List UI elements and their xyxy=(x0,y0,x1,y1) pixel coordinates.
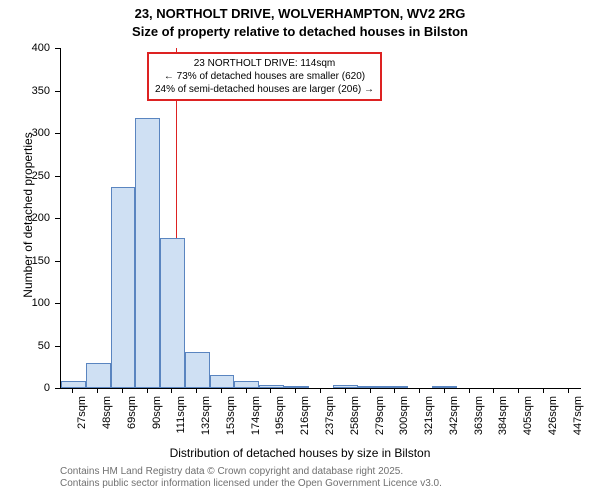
xtick-label: 132sqm xyxy=(200,396,212,435)
ytick-label: 0 xyxy=(0,382,50,394)
xtick-label: 111sqm xyxy=(175,396,187,434)
xtick-label: 300sqm xyxy=(398,396,410,435)
ytick-label: 100 xyxy=(0,297,50,309)
xtick-mark xyxy=(320,388,321,393)
info-box-line2: ← 73% of detached houses are smaller (62… xyxy=(155,70,374,83)
ytick-label: 250 xyxy=(0,170,50,182)
xtick-label: 153sqm xyxy=(225,396,237,435)
x-axis-label: Distribution of detached houses by size … xyxy=(0,446,600,460)
ytick-label: 350 xyxy=(0,85,50,97)
xtick-label: 174sqm xyxy=(250,396,262,435)
chart-container: 23, NORTHOLT DRIVE, WOLVERHAMPTON, WV2 2… xyxy=(0,0,600,500)
xtick-mark xyxy=(493,388,494,393)
histogram-bar xyxy=(185,352,210,388)
xtick-label: 426sqm xyxy=(547,396,559,435)
xtick-mark xyxy=(72,388,73,393)
xtick-mark xyxy=(196,388,197,393)
histogram-bar xyxy=(432,386,457,388)
chart-title-line2: Size of property relative to detached ho… xyxy=(0,24,600,39)
ytick-mark xyxy=(55,91,60,92)
histogram-bar xyxy=(210,375,235,388)
xtick-label: 27sqm xyxy=(76,396,88,429)
ytick-mark xyxy=(55,261,60,262)
histogram-bar xyxy=(259,385,284,388)
info-box-line3: 24% of semi-detached houses are larger (… xyxy=(155,83,374,96)
plot-area: 23 NORTHOLT DRIVE: 114sqm ← 73% of detac… xyxy=(60,48,581,389)
footer-line1: Contains HM Land Registry data © Crown c… xyxy=(60,466,403,477)
info-box-line1: 23 NORTHOLT DRIVE: 114sqm xyxy=(155,57,374,70)
ytick-label: 50 xyxy=(0,340,50,352)
xtick-mark xyxy=(518,388,519,393)
xtick-mark xyxy=(147,388,148,393)
footer-line2: Contains public sector information licen… xyxy=(60,478,442,489)
xtick-mark xyxy=(469,388,470,393)
histogram-bar xyxy=(358,386,383,388)
ytick-label: 150 xyxy=(0,255,50,267)
xtick-mark xyxy=(270,388,271,393)
xtick-mark xyxy=(444,388,445,393)
xtick-mark xyxy=(568,388,569,393)
xtick-mark xyxy=(97,388,98,393)
xtick-label: 48sqm xyxy=(101,396,113,429)
xtick-label: 384sqm xyxy=(497,396,509,435)
xtick-label: 405sqm xyxy=(522,396,534,435)
xtick-mark xyxy=(419,388,420,393)
xtick-label: 258sqm xyxy=(349,396,361,435)
xtick-mark xyxy=(171,388,172,393)
histogram-bar xyxy=(111,187,136,388)
xtick-label: 447sqm xyxy=(572,396,584,435)
property-info-box: 23 NORTHOLT DRIVE: 114sqm ← 73% of detac… xyxy=(147,52,382,101)
ytick-mark xyxy=(55,303,60,304)
histogram-bar xyxy=(333,385,358,388)
xtick-mark xyxy=(370,388,371,393)
xtick-mark xyxy=(246,388,247,393)
xtick-label: 321sqm xyxy=(423,396,435,435)
xtick-mark xyxy=(221,388,222,393)
ytick-label: 200 xyxy=(0,212,50,224)
ytick-mark xyxy=(55,48,60,49)
histogram-bar xyxy=(135,118,160,388)
ytick-mark xyxy=(55,133,60,134)
ytick-mark xyxy=(55,218,60,219)
ytick-mark xyxy=(55,176,60,177)
xtick-label: 363sqm xyxy=(473,396,485,435)
ytick-label: 300 xyxy=(0,127,50,139)
histogram-bar xyxy=(160,238,185,388)
xtick-mark xyxy=(345,388,346,393)
ytick-mark xyxy=(55,346,60,347)
xtick-label: 342sqm xyxy=(448,396,460,435)
xtick-mark xyxy=(543,388,544,393)
histogram-bar xyxy=(234,381,259,388)
xtick-label: 216sqm xyxy=(299,396,311,435)
xtick-mark xyxy=(394,388,395,393)
xtick-label: 69sqm xyxy=(126,396,138,429)
xtick-mark xyxy=(295,388,296,393)
xtick-label: 195sqm xyxy=(274,396,286,435)
ytick-label: 400 xyxy=(0,42,50,54)
histogram-bar xyxy=(61,381,86,388)
ytick-mark xyxy=(55,388,60,389)
xtick-label: 90sqm xyxy=(151,396,163,429)
xtick-label: 237sqm xyxy=(324,396,336,435)
xtick-label: 279sqm xyxy=(374,396,386,435)
histogram-bar xyxy=(86,363,111,389)
chart-title-line1: 23, NORTHOLT DRIVE, WOLVERHAMPTON, WV2 2… xyxy=(0,6,600,21)
xtick-mark xyxy=(122,388,123,393)
